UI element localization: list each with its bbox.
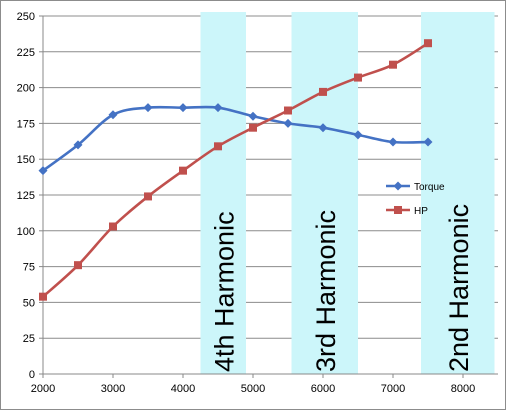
data-point-torque <box>143 103 153 113</box>
series-layer <box>38 39 433 301</box>
x-tick-label: 6000 <box>311 383 335 395</box>
data-point-hp <box>39 292 47 301</box>
y-tick-label: 25 <box>23 333 35 345</box>
data-point-hp <box>249 123 257 132</box>
y-tick-label: 175 <box>17 118 35 130</box>
harmonic-band-label: 4th Harmonic <box>209 211 239 372</box>
y-tick-label: 50 <box>23 297 35 309</box>
harmonic-band-1 <box>200 12 246 374</box>
data-point-hp <box>109 222 117 231</box>
series-torque <box>38 103 433 176</box>
data-point-torque <box>388 137 398 147</box>
x-tick-label: 4000 <box>171 383 195 395</box>
data-point-hp <box>284 106 292 115</box>
series-hp <box>39 39 432 301</box>
y-tick-label: 150 <box>17 154 35 166</box>
legend-label-torque: Torque <box>414 182 445 193</box>
y-tick-label: 75 <box>23 262 35 274</box>
data-point-torque <box>213 103 223 113</box>
x-tick-label: 5000 <box>241 383 265 395</box>
data-point-hp <box>424 39 432 48</box>
data-point-torque <box>248 111 258 121</box>
legend-marker-torque <box>393 181 403 191</box>
y-tick-label: 125 <box>17 190 35 202</box>
data-point-hp <box>389 60 397 69</box>
data-point-torque <box>38 166 48 176</box>
y-tick-label: 225 <box>17 47 35 59</box>
x-tick-label: 2000 <box>31 383 55 395</box>
data-point-torque <box>318 123 328 133</box>
harmonic-band-2 <box>291 12 358 374</box>
data-point-hp <box>144 192 152 201</box>
data-point-torque <box>73 140 83 150</box>
harmonic-band-3 <box>421 12 495 374</box>
data-point-hp <box>214 142 222 151</box>
axis-ticks: 0 25 50 75 100 125 150 175 200 225 250 2000 3000 4000… <box>17 11 476 395</box>
data-point-torque <box>108 110 118 120</box>
data-point-hp <box>319 87 327 96</box>
data-point-hp <box>179 166 187 175</box>
data-point-torque <box>283 118 293 128</box>
harmonic-band-label: 3rd Harmonic <box>311 210 341 372</box>
x-tick-label: 7000 <box>381 383 405 395</box>
legend: Torque HP <box>386 181 445 217</box>
y-tick-label: 0 <box>29 369 35 381</box>
data-point-torque <box>423 137 433 147</box>
y-tick-label: 100 <box>17 226 35 238</box>
legend-marker-hp <box>394 206 402 214</box>
data-point-torque <box>178 103 188 113</box>
data-point-hp <box>354 73 362 82</box>
x-tick-label: 8000 <box>451 383 475 395</box>
harmonic-band-label: 2nd Harmonic <box>444 204 474 372</box>
data-point-hp <box>74 261 82 270</box>
data-point-torque <box>353 130 363 140</box>
harmonic-bands: 4th Harmonic 3rd Harmonic 2nd Harmonic <box>200 12 495 374</box>
x-tick-label: 3000 <box>101 383 125 395</box>
y-tick-label: 200 <box>17 83 35 95</box>
y-tick-label: 250 <box>17 11 35 23</box>
legend-label-hp: HP <box>414 206 428 217</box>
